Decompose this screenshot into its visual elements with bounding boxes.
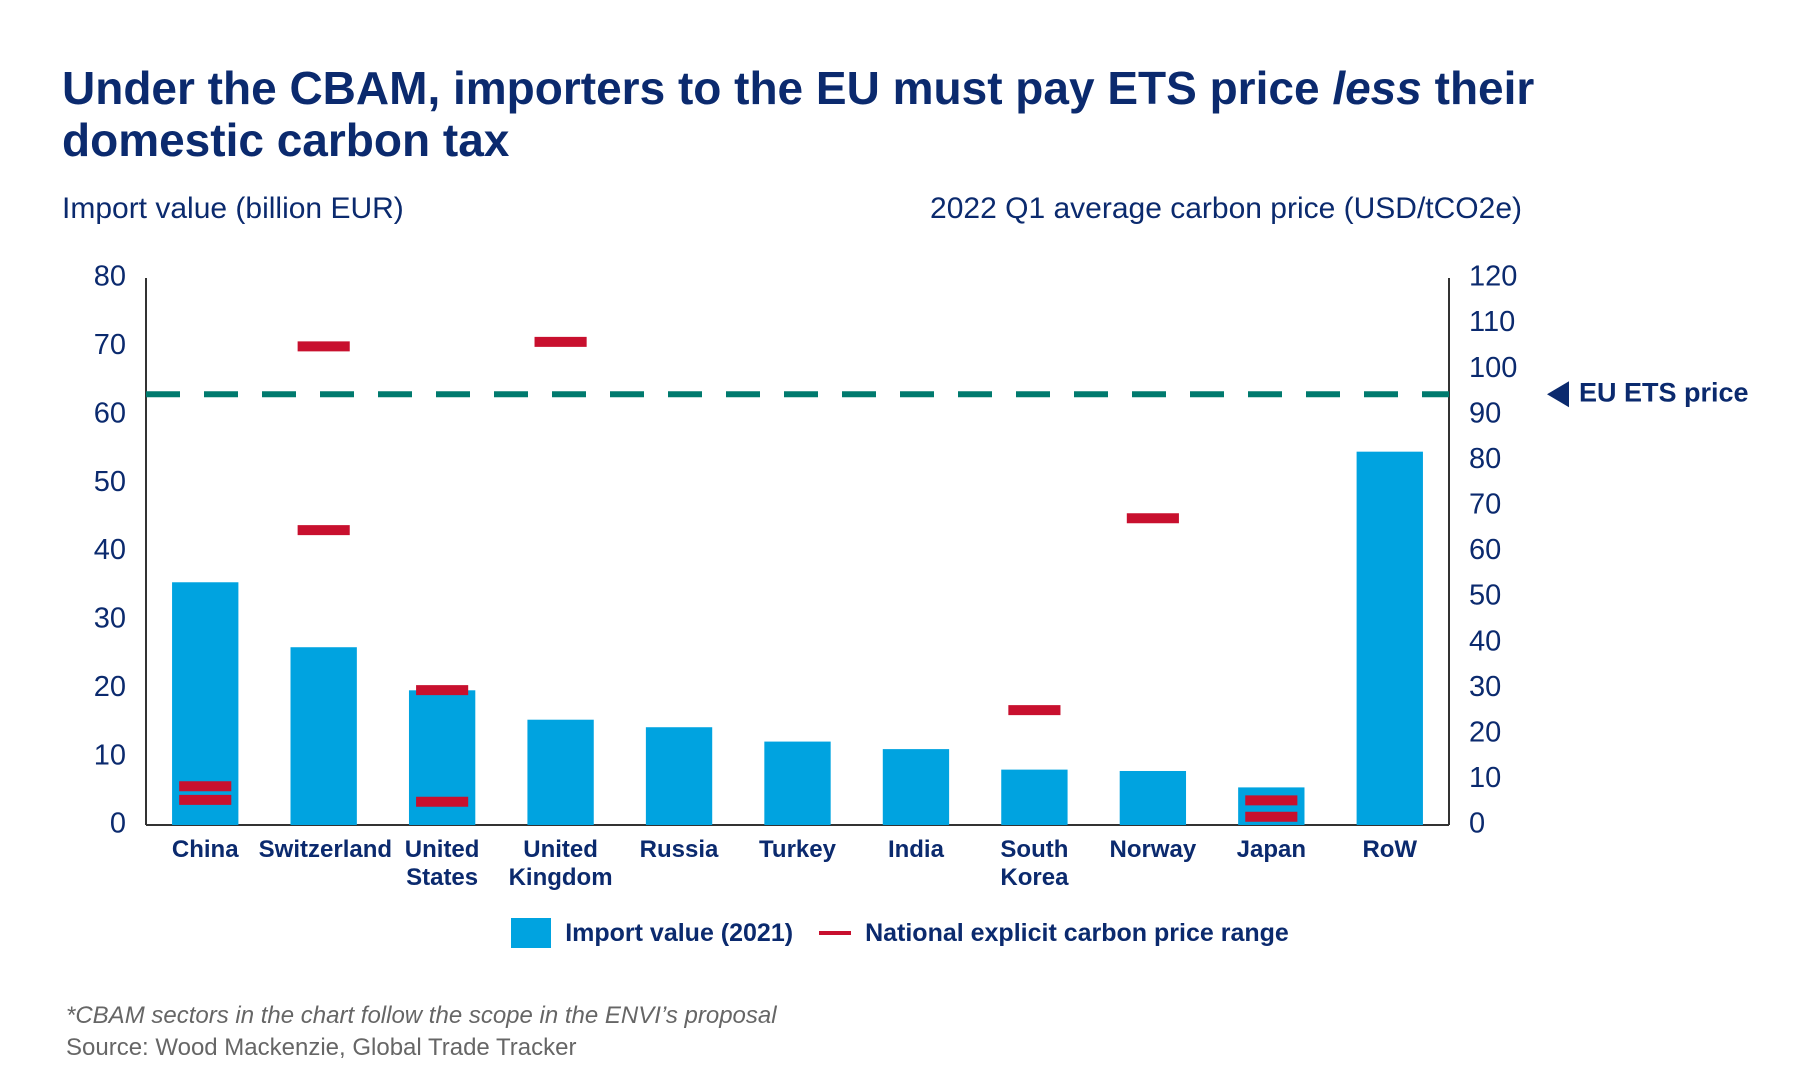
y2-axis-title: 2022 Q1 average carbon price (USD/tCO2e) bbox=[930, 192, 1522, 225]
y2-tick-label: 100 bbox=[1469, 352, 1517, 384]
y2-tick-label: 110 bbox=[1469, 306, 1515, 338]
x-tick-label: Turkey bbox=[759, 836, 836, 863]
legend-label: Import value (2021) bbox=[565, 918, 794, 947]
bar bbox=[1119, 770, 1187, 825]
y-tick-label: 70 bbox=[94, 329, 126, 361]
bar bbox=[1356, 451, 1423, 825]
source: Source: Wood Mackenzie, Global Trade Tra… bbox=[66, 1034, 577, 1061]
bar bbox=[1001, 769, 1068, 825]
legend-swatch bbox=[511, 918, 552, 948]
y2-tick-label: 20 bbox=[1469, 716, 1501, 748]
y-tick-label: 50 bbox=[94, 466, 126, 498]
y2-tick-label: 90 bbox=[1469, 397, 1501, 429]
y-tick-label: 80 bbox=[94, 261, 126, 293]
y2-tick-label: 120 bbox=[1469, 261, 1517, 293]
bar bbox=[645, 727, 713, 825]
bar bbox=[764, 741, 831, 825]
y-tick-label: 10 bbox=[94, 739, 126, 771]
y2-tick-label: 70 bbox=[1469, 489, 1501, 521]
title-emphasis: less bbox=[1332, 62, 1422, 114]
x-tick-label: South Korea bbox=[1000, 836, 1069, 891]
x-tick-label: Norway bbox=[1109, 836, 1197, 863]
y2-tick-label: 10 bbox=[1469, 762, 1501, 794]
y-tick-label: 40 bbox=[94, 534, 126, 566]
bar bbox=[290, 647, 357, 825]
y-tick-label: 20 bbox=[94, 671, 126, 703]
x-tick-label: United States bbox=[404, 836, 480, 891]
bar bbox=[527, 719, 594, 825]
x-tick-label: RoW bbox=[1362, 836, 1418, 863]
y-axis-title: Import value (billion EUR) bbox=[62, 192, 404, 225]
y2-tick-label: 40 bbox=[1469, 625, 1501, 657]
x-tick-label: United Kingdom bbox=[508, 836, 613, 891]
x-tick-label: India bbox=[887, 836, 944, 863]
x-tick-label: Switzerland bbox=[258, 836, 393, 863]
x-tick-label: China bbox=[171, 836, 239, 863]
footnote: *CBAM sectors in the chart follow the sc… bbox=[66, 1002, 777, 1029]
y2-tick-label: 80 bbox=[1469, 443, 1501, 475]
y2-tick-label: 60 bbox=[1469, 534, 1501, 566]
y-tick-label: 0 bbox=[110, 808, 126, 840]
y2-tick-label: 0 bbox=[1469, 808, 1485, 840]
x-tick-label: Russia bbox=[639, 836, 719, 863]
title-part: Under the CBAM, importers to the EU must… bbox=[62, 62, 1320, 114]
y-tick-label: 30 bbox=[94, 603, 126, 635]
x-tick-label: Japan bbox=[1236, 836, 1306, 863]
reference-label: EU ETS price bbox=[1579, 377, 1749, 407]
y2-tick-label: 30 bbox=[1469, 671, 1501, 703]
y-tick-label: 60 bbox=[94, 397, 126, 429]
legend-swatch bbox=[819, 931, 852, 935]
legend-label: National explicit carbon price range bbox=[865, 918, 1289, 947]
reference-arrow bbox=[1547, 381, 1569, 408]
title-part: their domestic carbon tax bbox=[62, 62, 1535, 166]
chart-title: Under the CBAM, importers to the EU must… bbox=[62, 62, 1702, 166]
y2-tick-label: 50 bbox=[1469, 580, 1501, 612]
bar bbox=[882, 749, 950, 825]
legend: Import value (2021) National explicit ca… bbox=[0, 918, 1800, 948]
